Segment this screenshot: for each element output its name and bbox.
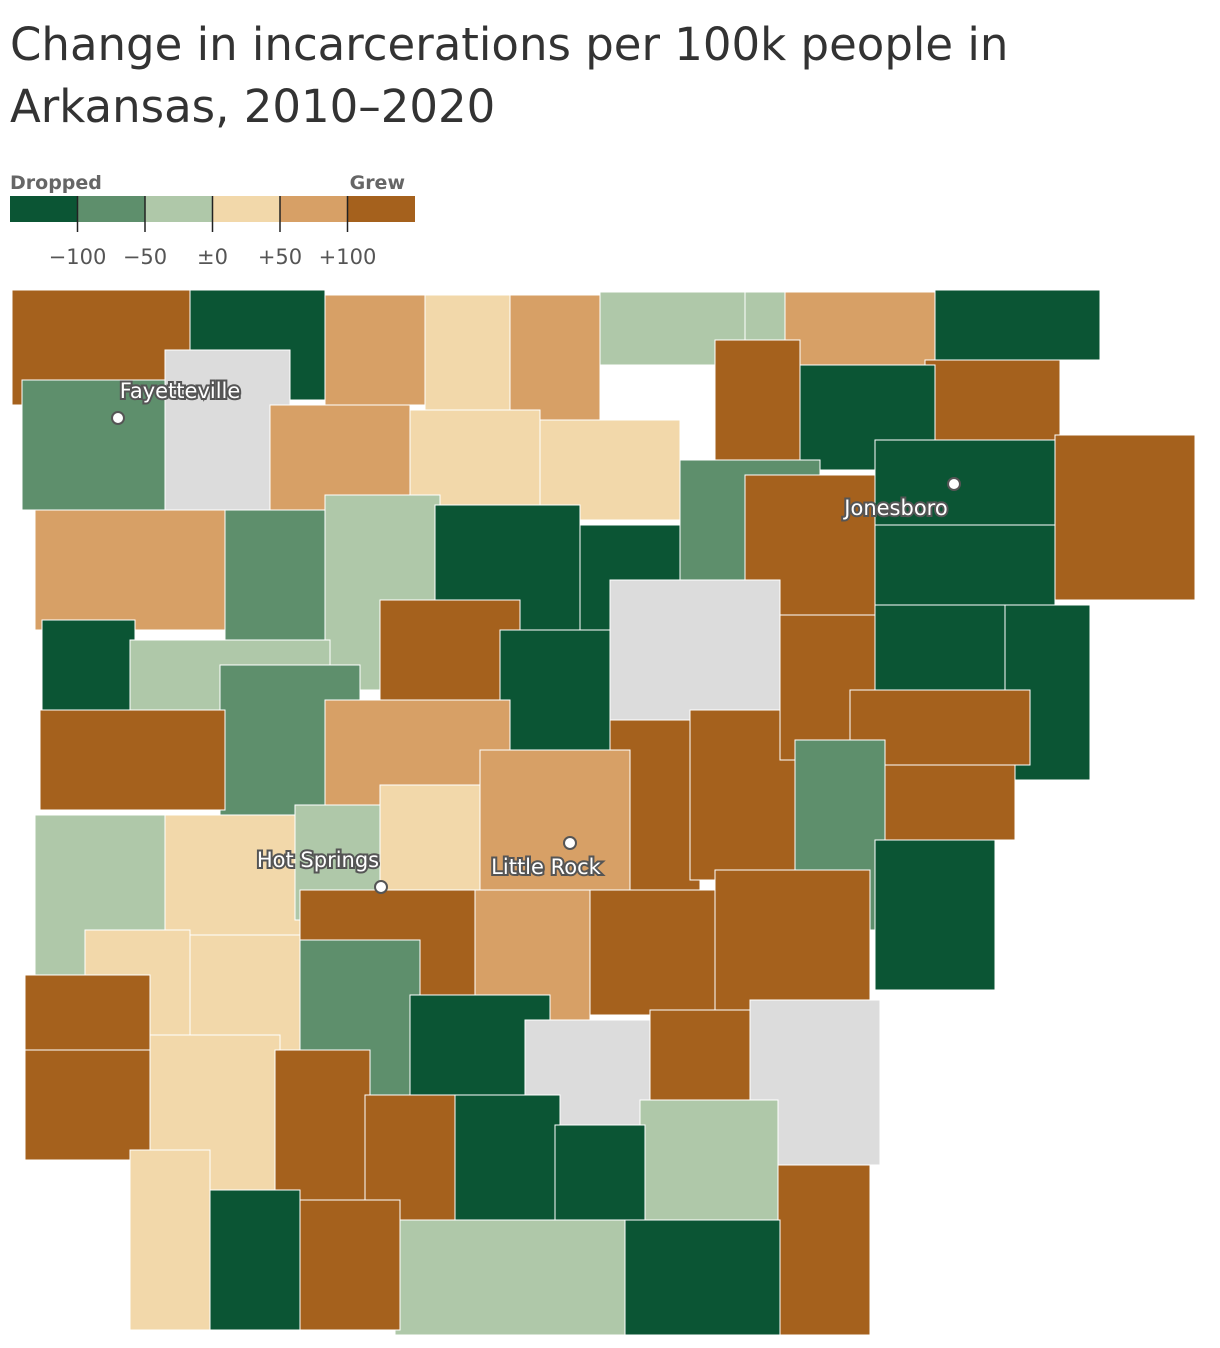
county <box>1054 434 1196 601</box>
county <box>924 359 1061 446</box>
county <box>649 1009 756 1101</box>
county <box>859 764 1016 841</box>
legend-swatch <box>77 196 145 222</box>
county <box>609 1219 781 1336</box>
legend-tick-label: ±0 <box>197 245 228 269</box>
county <box>34 509 231 631</box>
legend-swatch <box>280 196 348 222</box>
county <box>609 579 781 721</box>
county <box>874 524 1056 606</box>
county <box>499 629 611 761</box>
county <box>479 749 631 891</box>
legend-tick-label: +50 <box>258 245 302 269</box>
legend-tick-label: −50 <box>123 245 167 269</box>
county <box>874 839 996 991</box>
city-label: Jonesboro <box>842 496 947 520</box>
city-dot <box>563 836 577 850</box>
legend-swatch <box>10 196 78 222</box>
county <box>424 294 511 421</box>
city-label: Hot Springs <box>257 848 379 872</box>
county <box>934 289 1101 361</box>
title: Change in incarcerations per 100k people… <box>10 18 1009 133</box>
legend-tick-label: +100 <box>319 245 377 269</box>
county <box>324 294 426 406</box>
county <box>24 1049 156 1161</box>
county <box>539 419 681 521</box>
city-label: Little Rock <box>491 855 601 879</box>
county <box>584 889 716 1016</box>
county <box>164 814 301 936</box>
county <box>509 294 601 421</box>
county <box>164 349 291 511</box>
city-dot <box>111 411 125 425</box>
legend-right-label: Grew <box>350 172 405 194</box>
county <box>379 599 521 716</box>
city-dot <box>947 477 961 491</box>
county <box>874 604 1006 691</box>
county <box>39 709 226 811</box>
legend-left-label: Dropped <box>10 172 102 194</box>
legend-swatch <box>347 196 415 222</box>
county <box>714 339 801 471</box>
county <box>394 1219 626 1336</box>
county <box>874 439 1056 526</box>
city-dot <box>374 880 388 894</box>
county <box>639 1099 779 1221</box>
city-label: Fayetteville <box>120 379 241 403</box>
legend-swatch <box>145 196 213 222</box>
legend-swatch <box>212 196 280 222</box>
county <box>274 1049 371 1201</box>
legend-tick-label: −100 <box>49 245 107 269</box>
county <box>129 1149 211 1331</box>
county <box>777 1164 871 1336</box>
